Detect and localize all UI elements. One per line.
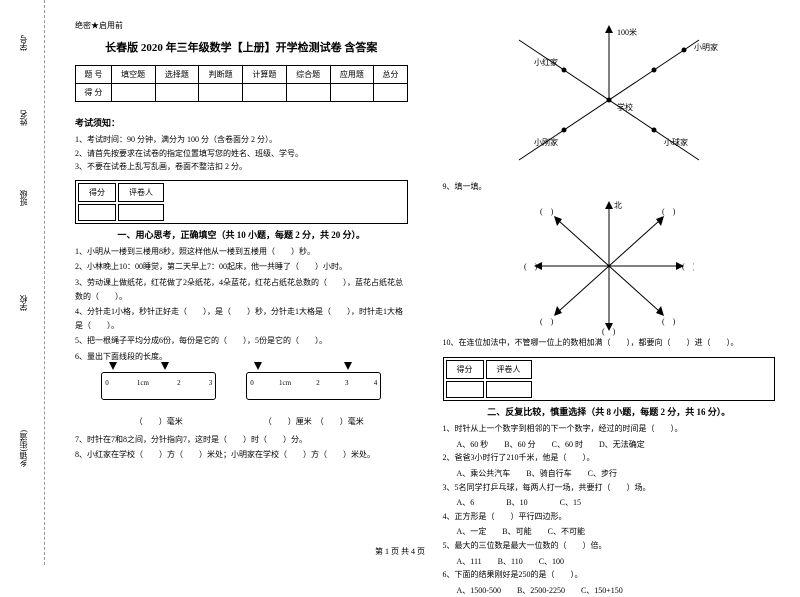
binding-label: 学校 [18, 295, 29, 311]
notice-heading: 考试须知： [75, 116, 408, 129]
table-row: 得 分 [76, 84, 408, 102]
question: 1、小明从一楼到三楼用8秒，照这样他从一楼到五楼用（ ）秒。 [75, 245, 408, 259]
question: 3、劳动课上做纸花，红花做了2朵纸花，4朵蓝花，红花占纸花总数的（ ），蓝花占纸… [75, 276, 408, 303]
th: 综合题 [286, 66, 330, 84]
notice-line: 1、考试时间：90 分钟，满分为 100 分（含卷面分 2 分）。 [75, 133, 408, 147]
part1-title: 一、用心思考，正确填空（共 10 小题，每题 2 分，共 20 分）。 [75, 228, 408, 241]
num: 0 [105, 379, 109, 387]
ruler-caption: （ ）毫米 [101, 416, 216, 427]
grader-box: 得分评卷人 [75, 180, 408, 224]
notice-line: 3、不要在试卷上乱写乱画，卷面不整洁扣 2 分。 [75, 160, 408, 174]
num: 0 [250, 379, 254, 387]
right-column: 100米 小明家 小红家 学校 小刚家 小球家 9、填一填。 [443, 20, 776, 545]
compass-diagram: 北 ( ) ( ) ( ) ( ) ( ) ( ) ( ) [524, 196, 694, 336]
label: 小明家 [694, 42, 718, 52]
exam-title: 长春版 2020 年三年级数学【上册】开学检测试卷 含答案 [75, 39, 408, 55]
grader-box: 得分评卷人 [443, 357, 776, 401]
label: 小刚家 [534, 137, 558, 147]
num: 1cm [279, 379, 291, 387]
score-table: 题 号 填空题 选择题 判断题 计算题 综合题 应用题 总分 得 分 [75, 65, 408, 102]
question: 6、量出下面线段的长度。 [75, 350, 408, 364]
left-column: 绝密★启用前 长春版 2020 年三年级数学【上册】开学检测试卷 含答案 题 号… [75, 20, 408, 545]
svg-text:北: 北 [614, 201, 622, 210]
num: 2 [316, 379, 320, 387]
td: 得 分 [76, 84, 112, 102]
binding-label: 姓名 [18, 110, 29, 126]
th: 判断题 [199, 66, 243, 84]
page-footer: 第 1 页 共 4 页 [0, 546, 800, 557]
label: 小红家 [534, 57, 558, 67]
th: 应用题 [330, 66, 374, 84]
question: 9、填一填。 [443, 180, 776, 194]
question: 7、时针在7和8之间，分针指向7，这时是（ ）时（ ）分。 [75, 433, 408, 447]
num: 4 [374, 379, 378, 387]
svg-text:( ): ( ) [682, 262, 694, 271]
ruler-1: 0 1cm 2 3 [101, 372, 216, 412]
question: 3、5名同学打乒乓球，每两人打一场，共要打（ ）场。 [443, 481, 776, 495]
num: 1cm [137, 379, 149, 387]
th: 总分 [374, 66, 407, 84]
options: A、60 秒 B、60 分 C、60 时 D、无法确定 [457, 438, 776, 452]
question: 8、小红家在学校（ ）方（ ）米处；小明家在学校（ ）方（ ）米处。 [75, 448, 408, 462]
td: 得分 [446, 360, 484, 379]
question: 4、分针走1小格，秒针正好走（ ），是（ ）秒，分针走1大格是（ ），时针走1大… [75, 305, 408, 332]
part2-title: 二、反复比较，慎重选择（共 8 小题，每题 2 分，共 16 分）。 [443, 405, 776, 418]
ruler-block: 0 1cm 2 3 （ ）毫米 [101, 372, 216, 427]
th: 题 号 [76, 66, 112, 84]
svg-text:( ): ( ) [602, 327, 616, 336]
label: 小球家 [664, 137, 688, 147]
svg-text:( ): ( ) [662, 317, 676, 326]
label: 学校 [617, 102, 633, 112]
label: 100米 [617, 27, 637, 37]
td: 得分 [78, 183, 116, 202]
question: 2、小林晚上10：00睡觉，第二天早上7：00起床，他一共睡了（ ）小时。 [75, 260, 408, 274]
options: A、乘公共汽车 B、骑自行车 C、步行 [457, 467, 776, 481]
confidential-note: 绝密★启用前 [75, 20, 408, 31]
th: 选择题 [155, 66, 199, 84]
svg-text:( ): ( ) [540, 207, 554, 216]
table-row: 题 号 填空题 选择题 判断题 计算题 综合题 应用题 总分 [76, 66, 408, 84]
options: A、1500-500 B、2500-2250 C、150+150 [457, 584, 776, 597]
star-diagram: 100米 小明家 小红家 学校 小刚家 小球家 [489, 20, 729, 180]
notice-line: 2、请首先按要求在试卷的指定位置填写您的姓名、班级、学号。 [75, 147, 408, 161]
question: 6、下面的结果刚好是250的是（ ）。 [443, 568, 776, 582]
svg-text:( ): ( ) [540, 317, 554, 326]
svg-text:( ): ( ) [524, 262, 538, 271]
ruler-caption: （ ）厘米 （ ）毫米 [246, 416, 381, 427]
num: 3 [345, 379, 349, 387]
options: A、6 B、10 C、15 [457, 496, 776, 510]
th: 计算题 [243, 66, 287, 84]
td: 评卷人 [118, 183, 164, 202]
ruler-2: 0 1cm 2 3 4 [246, 372, 381, 412]
question: 2、爸爸3小时行了210千米，他是（ ）。 [443, 451, 776, 465]
binding-label: 乡镇(街道) [18, 430, 29, 467]
ruler-block: 0 1cm 2 3 4 （ ）厘米 （ ）毫米 [246, 372, 381, 427]
binding-label: 班级 [18, 190, 29, 206]
question: 1、时针从上一个数字到相邻的下一个数字，经过的时间是（ ）。 [443, 422, 776, 436]
td: 评卷人 [486, 360, 532, 379]
binding-strip: 学号 姓名 班级 学校 乡镇(街道) [0, 0, 45, 565]
ruler-row: 0 1cm 2 3 （ ）毫米 0 1cm 2 3 4 （ ）厘米 （ ）毫米 [75, 372, 408, 427]
num: 3 [209, 379, 213, 387]
question: 5、把一根绳子平均分成6份，每份是它的（ ），5份是它的（ ）。 [75, 334, 408, 348]
question: 4、正方形是（ ）平行四边形。 [443, 510, 776, 524]
th: 填空题 [111, 66, 155, 84]
binding-label: 学号 [18, 35, 29, 51]
svg-text:( ): ( ) [662, 207, 676, 216]
options: A、一定 B、可能 C、不可能 [457, 525, 776, 539]
num: 2 [177, 379, 181, 387]
question: 10、在连位加法中，不管哪一位上的数相加满（ ），都要向（ ）进（ ）。 [443, 336, 776, 350]
